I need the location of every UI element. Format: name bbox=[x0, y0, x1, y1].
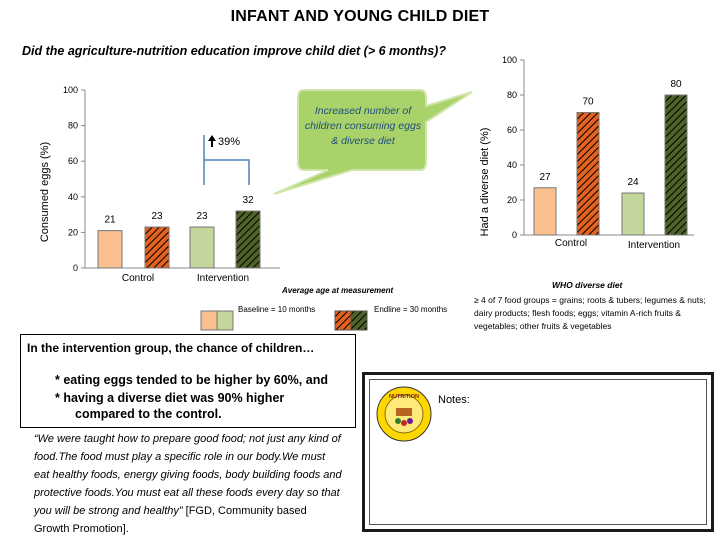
legend-endline-label: Endline = 30 months bbox=[374, 305, 448, 314]
notes-panel[interactable]: NUTRITION Notes: bbox=[362, 372, 714, 532]
summary-bullet-diet-cont: compared to the control. bbox=[75, 407, 222, 421]
quote-source: [FGD, Community based Growth Promotion]. bbox=[34, 505, 307, 535]
y-tick-label: 100 bbox=[63, 85, 78, 95]
eggs-y-axis-label: Consumed eggs (%) bbox=[39, 142, 51, 242]
legend-endline-swatch bbox=[334, 310, 368, 331]
quote-text: “We were taught how to prepare good food… bbox=[34, 433, 342, 517]
y-tick-label: 20 bbox=[68, 227, 78, 237]
diverse-diet-chart: Had a diverse diet (%) 0 20 40 60 80 100 27 70… bbox=[479, 55, 694, 251]
data-label-control-baseline: 21 bbox=[104, 215, 116, 226]
y-tick-label: 60 bbox=[507, 125, 517, 135]
legend-heading: Average age at measurement bbox=[282, 286, 394, 295]
legend-baseline-label: Baseline = 10 months bbox=[238, 305, 316, 314]
y-tick-label: 40 bbox=[507, 160, 517, 170]
nutrition-logo: NUTRITION bbox=[376, 386, 432, 442]
page-title: INFANT AND YOUNG CHILD DIET bbox=[230, 8, 490, 25]
y-tick-label: 20 bbox=[507, 195, 517, 205]
bar-control-baseline bbox=[97, 230, 123, 269]
notes-label: Notes: bbox=[438, 394, 470, 406]
callout-text: Increased number of children consuming e… bbox=[304, 105, 422, 147]
y-tick-label: 60 bbox=[68, 156, 78, 166]
diet-y-ticks: 0 20 40 60 80 100 bbox=[502, 55, 524, 240]
y-tick-label: 40 bbox=[68, 192, 78, 202]
y-tick-label: 0 bbox=[512, 230, 517, 240]
data-label-control-endline: 70 bbox=[582, 97, 594, 108]
diet-bars: 27 70 24 80 bbox=[533, 79, 688, 236]
diet-category-control: Control bbox=[555, 238, 587, 249]
bar-control-baseline bbox=[533, 187, 557, 236]
eggs-category-intervention: Intervention bbox=[197, 273, 249, 284]
bar-intervention-baseline bbox=[621, 192, 645, 236]
y-tick-label: 100 bbox=[502, 55, 517, 65]
bar-intervention-endline bbox=[664, 94, 688, 236]
diet-y-axis-label: Had a diverse diet (%) bbox=[479, 128, 491, 237]
data-label-intervention-endline: 80 bbox=[670, 79, 682, 90]
data-label-intervention-baseline: 23 bbox=[196, 211, 208, 222]
callout-bubble bbox=[273, 89, 473, 195]
bar-intervention-endline bbox=[235, 210, 261, 269]
legend-baseline-swatch bbox=[200, 310, 234, 331]
summary-bullet-diet: * having a diverse diet was 90% higher bbox=[55, 391, 285, 405]
summary-bullet-eggs: * eating eggs tended to be higher by 60%… bbox=[55, 373, 328, 387]
y-tick-label: 0 bbox=[73, 263, 78, 273]
summary-heading: In the intervention group, the chance of… bbox=[27, 341, 315, 355]
bar-control-endline bbox=[144, 226, 170, 269]
logo-text: NUTRITION bbox=[389, 394, 419, 400]
bar-control-endline bbox=[576, 112, 600, 236]
change-bracket bbox=[203, 135, 250, 185]
eggs-category-control: Control bbox=[122, 273, 154, 284]
data-label-control-baseline: 27 bbox=[539, 172, 551, 183]
who-description: ≥ 4 of 7 food groups = grains; roots & t… bbox=[474, 295, 706, 331]
y-tick-label: 80 bbox=[68, 121, 78, 131]
who-title: WHO diverse diet bbox=[552, 280, 623, 290]
y-tick-label: 80 bbox=[507, 90, 517, 100]
quote-block: “We were taught how to prepare good food… bbox=[34, 430, 342, 538]
data-label-intervention-baseline: 24 bbox=[627, 177, 639, 188]
data-label-control-endline: 23 bbox=[151, 211, 163, 222]
summary-box: In the intervention group, the chance of… bbox=[20, 334, 356, 428]
notes-area[interactable]: NUTRITION Notes: bbox=[369, 379, 707, 525]
data-label-intervention-endline: 32 bbox=[242, 195, 254, 206]
change-annotation: 39% bbox=[218, 136, 240, 148]
eggs-y-ticks: 0 20 40 60 80 100 bbox=[63, 85, 85, 273]
up-arrow-icon bbox=[208, 135, 216, 147]
bar-intervention-baseline bbox=[189, 226, 215, 269]
question-heading: Did the agriculture-nutrition education … bbox=[22, 44, 446, 58]
diet-category-intervention: Intervention bbox=[628, 240, 680, 251]
eggs-bars: 21 23 23 32 bbox=[97, 195, 261, 269]
